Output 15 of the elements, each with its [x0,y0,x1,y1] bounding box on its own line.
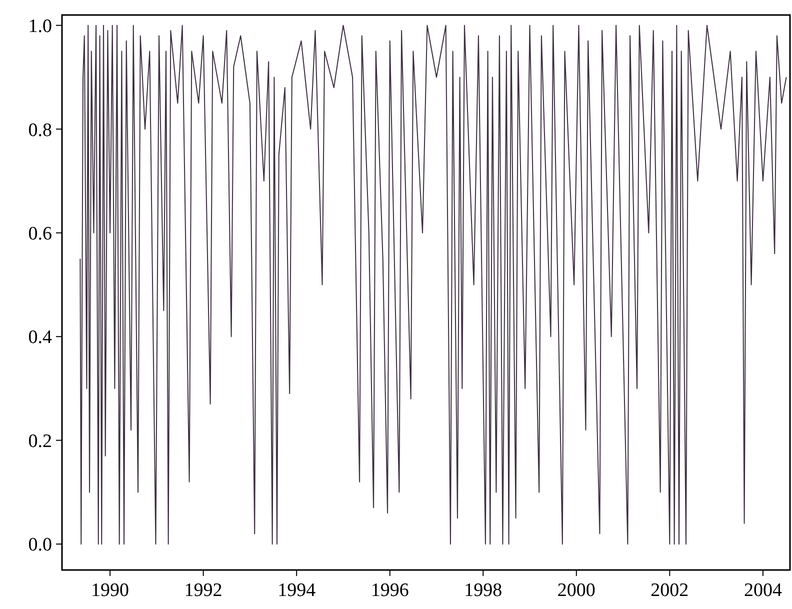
y-tick-label: 0.0 [28,534,52,556]
y-tick-label: 0.2 [28,430,52,452]
y-tick-label: 1.0 [28,16,52,38]
y-tick-label: 0.4 [28,327,52,348]
x-tick-label: 1990 [91,580,130,601]
y-tick-label: 0.6 [28,224,52,244]
x-tick-label: 2002 [650,580,689,601]
x-tick-label: 1998 [464,580,502,601]
x-tick-label: 1994 [278,580,316,601]
x-tick-label: 2000 [557,580,596,601]
x-tick-label: 2004 [744,580,782,601]
x-tick-label: 1996 [370,580,409,601]
line-series [80,24,787,545]
y-tick-label: 0.8 [28,120,52,141]
x-tick-label: 1992 [184,580,222,601]
